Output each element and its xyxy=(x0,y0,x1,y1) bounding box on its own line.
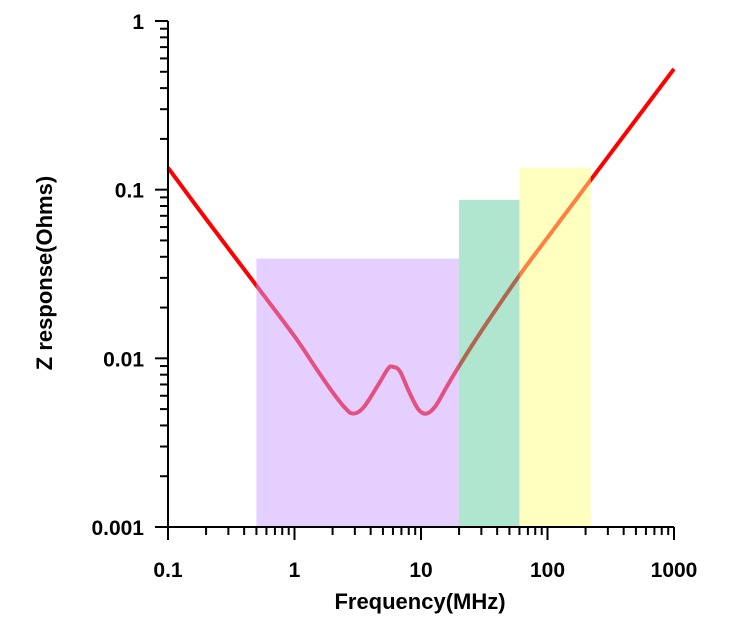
x-tick-label: 1000 xyxy=(651,559,698,582)
y-tick-label: 1 xyxy=(132,11,144,34)
y-tick-label: 0.001 xyxy=(91,517,144,540)
x-axis-title: Frequency(MHz) xyxy=(334,589,505,614)
y-axis-title: Z response(Ohms) xyxy=(32,176,57,370)
frequency-band-3 xyxy=(519,167,591,527)
x-tick-label: 100 xyxy=(530,559,565,582)
frequency-band-2 xyxy=(459,199,520,528)
frequency-band-1 xyxy=(256,258,460,527)
x-tick-label: 1 xyxy=(289,559,301,582)
x-tick-label: 10 xyxy=(409,559,432,582)
x-tick-label: 0.1 xyxy=(153,559,183,582)
y-tick-label: 0.1 xyxy=(115,180,145,203)
y-tick-label: 0.01 xyxy=(103,348,144,371)
